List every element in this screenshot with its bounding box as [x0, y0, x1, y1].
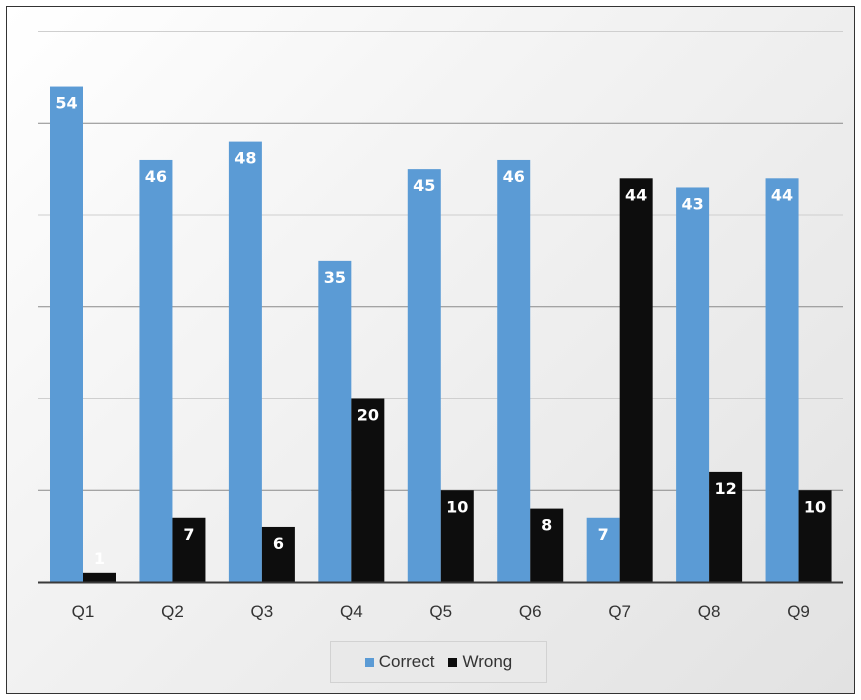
bar-wrong-q4	[351, 398, 385, 582]
bar-correct-q9	[765, 178, 799, 583]
data-label-wrong-q6: 8	[541, 516, 552, 535]
data-label-wrong-q4: 20	[357, 406, 379, 425]
data-label-correct-q3: 48	[234, 149, 256, 168]
data-label-wrong-q7: 44	[625, 185, 647, 204]
x-tick-label: Q3	[251, 602, 274, 621]
data-label-wrong-q9: 10	[804, 497, 826, 516]
data-label-wrong-q1: 1	[94, 549, 105, 568]
data-label-correct-q1: 54	[55, 94, 77, 113]
bar-correct-q1	[50, 86, 83, 583]
legend: Correct Wrong	[330, 641, 547, 683]
bar-wrong-q2	[172, 517, 206, 582]
data-label-correct-q2: 46	[145, 167, 167, 186]
data-label-wrong-q2: 7	[183, 525, 194, 544]
bar-correct-q6	[497, 159, 531, 582]
legend-swatch-wrong	[448, 657, 458, 667]
data-label-correct-q6: 46	[503, 167, 525, 186]
data-label-wrong-q5: 10	[446, 497, 468, 516]
x-tick-label: Q9	[787, 602, 810, 621]
bar-correct-q3	[228, 141, 262, 582]
x-tick-label: Q2	[161, 602, 184, 621]
data-label-correct-q4: 35	[324, 268, 346, 287]
bar-correct-q2	[139, 159, 173, 582]
data-label-wrong-q8: 12	[714, 479, 736, 498]
bar-wrong-q6	[530, 508, 564, 582]
legend-item-wrong: Wrong	[448, 652, 512, 672]
legend-swatch-correct	[364, 657, 374, 667]
bar-wrong-q8	[709, 471, 743, 582]
data-label-correct-q8: 43	[681, 194, 703, 213]
data-label-correct-q5: 45	[413, 176, 435, 195]
x-tick-label: Q8	[698, 602, 721, 621]
x-tick-label: Q7	[608, 602, 631, 621]
bar-wrong-q5	[440, 490, 474, 582]
legend-label-wrong: Wrong	[462, 652, 513, 671]
bar-correct-q4	[318, 260, 352, 582]
bar-correct-q5	[407, 169, 441, 582]
bar-correct-q7	[586, 517, 620, 582]
x-tick-label: Q5	[429, 602, 452, 621]
x-tick-label: Q1	[72, 602, 95, 621]
data-label-correct-q9: 44	[771, 185, 793, 204]
data-label-correct-q7: 7	[598, 525, 609, 544]
x-tick-label: Q4	[340, 602, 363, 621]
legend-item-correct: Correct	[364, 652, 435, 672]
bar-wrong-q1	[83, 572, 116, 582]
bar-wrong-q3	[261, 526, 295, 582]
bar-wrong-q9	[798, 490, 832, 582]
data-label-wrong-q3: 6	[273, 534, 284, 553]
legend-label-correct: Correct	[378, 652, 435, 671]
bar-wrong-q7	[619, 178, 653, 583]
bar-correct-q8	[676, 187, 710, 582]
x-tick-label: Q6	[519, 602, 542, 621]
